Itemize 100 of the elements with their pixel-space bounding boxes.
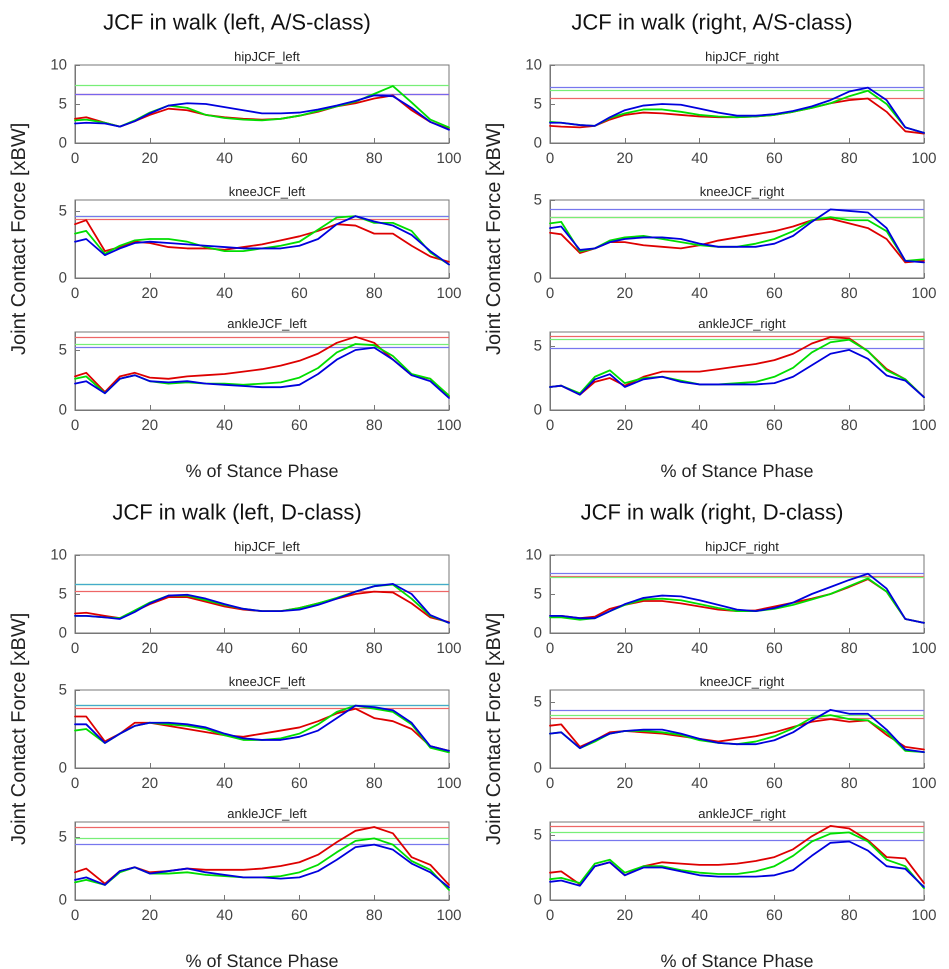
chart-title: hipJCF_left [234, 49, 300, 64]
x-tick-label: 20 [616, 775, 634, 792]
x-tick-label: 20 [141, 907, 158, 924]
y-tick-label: 5 [58, 828, 67, 846]
chart-title: ankleJCF_left [227, 316, 308, 331]
x-tick-label: 0 [546, 417, 554, 434]
x-tick-label: 100 [911, 417, 937, 434]
x-tick-label: 60 [766, 285, 783, 302]
y-tick-label: 10 [50, 56, 67, 74]
x-tick-label: 80 [366, 775, 383, 792]
chart-title: kneeJCF_right [700, 184, 785, 199]
x-tick-label: 80 [366, 150, 383, 167]
x-tick-label: 0 [546, 640, 554, 657]
x-tick-label: 80 [840, 285, 858, 302]
x-tick-label: 0 [546, 775, 554, 792]
x-tick-label: 20 [141, 150, 158, 167]
x-tick-label: 80 [840, 775, 858, 792]
x-tick-label: 60 [291, 417, 308, 434]
x-tick-label: 20 [616, 285, 634, 302]
x-tick-label: 60 [766, 907, 783, 924]
x-tick-label: 80 [366, 640, 383, 657]
x-tick-label: 0 [546, 907, 554, 924]
x-tick-label: 40 [691, 775, 708, 792]
x-tick-label: 40 [216, 775, 233, 792]
y-tick-label: 0 [534, 892, 542, 908]
x-tick-label: 100 [911, 907, 937, 924]
x-tick-label: 40 [216, 907, 233, 924]
x-tick-label: 0 [70, 907, 80, 924]
x-tick-label: 60 [766, 150, 783, 167]
x-tick-label: 100 [436, 907, 462, 924]
x-tick-label: 100 [911, 285, 937, 302]
y-tick-label: 5 [58, 682, 67, 698]
x-tick-label: 40 [216, 640, 233, 657]
y-tick-label: 0 [534, 760, 542, 776]
y-tick-label: 10 [50, 546, 67, 564]
x-tick-label: 100 [911, 775, 937, 792]
x-tick-label: 100 [436, 417, 462, 434]
y-axis-title: Joint Contact Force [xBW] [8, 122, 31, 358]
x-tick-label: 20 [141, 775, 158, 792]
y-tick-label: 0 [534, 134, 542, 152]
y-tick-label: 5 [534, 693, 542, 710]
x-tick-label: 60 [291, 907, 308, 924]
y-tick-label: 10 [525, 546, 542, 564]
x-tick-label: 100 [436, 150, 462, 167]
x-tick-label: 0 [546, 285, 554, 302]
chart-subtitle: JCF in walk (left, D-class) [112, 500, 362, 524]
x-tick-label: 40 [691, 285, 708, 302]
chart-title: hipJCF_right [705, 49, 780, 64]
x-tick-label: 40 [691, 150, 708, 167]
x-tick-label: 60 [291, 775, 308, 792]
y-tick-label: 0 [534, 270, 542, 286]
x-tick-label: 0 [546, 150, 554, 167]
y-tick-label: 0 [58, 402, 67, 418]
y-tick-label: 0 [58, 760, 67, 776]
y-tick-label: 5 [534, 338, 542, 355]
y-tick-label: 10 [525, 56, 542, 74]
x-tick-label: 60 [766, 640, 783, 657]
y-tick-label: 5 [58, 342, 67, 358]
chart-title: ankleJCF_left [227, 806, 308, 821]
y-axis-title: Joint Contact Force [xBW] [8, 612, 31, 848]
x-tick-label: 60 [291, 285, 308, 302]
chart-title: kneeJCF_left [228, 674, 306, 689]
chart-title: ankleJCF_right [698, 806, 786, 821]
chart-subtitle: JCF in walk (right, A/S-class) [571, 10, 853, 34]
x-tick-label: 20 [141, 640, 158, 657]
chart-subtitle: JCF in walk (right, D-class) [580, 500, 844, 524]
x-tick-label: 100 [436, 640, 462, 657]
x-tick-label: 20 [616, 417, 634, 434]
x-tick-label: 80 [366, 417, 383, 434]
chart-subtitle: JCF in walk (left, A/S-class) [103, 10, 371, 34]
x-tick-label: 0 [70, 417, 80, 434]
x-tick-label: 0 [70, 640, 80, 657]
x-tick-label: 60 [766, 775, 783, 792]
y-tick-label: 0 [58, 134, 67, 152]
x-tick-label: 0 [70, 775, 80, 792]
x-tick-label: 100 [911, 640, 937, 657]
x-tick-label: 40 [216, 285, 233, 302]
x-tick-label: 80 [840, 417, 858, 434]
x-tick-label: 80 [840, 640, 858, 657]
x-tick-label: 60 [291, 640, 308, 657]
x-tick-label: 60 [766, 417, 783, 434]
y-tick-label: 5 [534, 96, 542, 112]
x-axis-title: % of Stance Phase [185, 461, 339, 481]
y-tick-label: 5 [58, 586, 67, 602]
y-tick-label: 5 [58, 96, 67, 112]
x-tick-label: 100 [911, 150, 937, 167]
x-tick-label: 20 [616, 640, 634, 657]
y-axis-title: Joint Contact Force [xBW] [483, 122, 506, 358]
x-tick-label: 80 [840, 150, 858, 167]
x-tick-label: 0 [70, 150, 80, 167]
x-tick-label: 40 [216, 417, 233, 434]
x-axis-title: % of Stance Phase [660, 951, 814, 969]
x-tick-label: 80 [840, 907, 858, 924]
y-tick-label: 0 [534, 624, 542, 642]
chart-title: hipJCF_right [705, 539, 780, 554]
x-tick-label: 40 [216, 150, 233, 167]
chart-title: kneeJCF_right [700, 674, 785, 689]
x-tick-label: 20 [141, 417, 158, 434]
x-tick-label: 60 [291, 150, 308, 167]
chart-title: kneeJCF_left [228, 184, 306, 199]
